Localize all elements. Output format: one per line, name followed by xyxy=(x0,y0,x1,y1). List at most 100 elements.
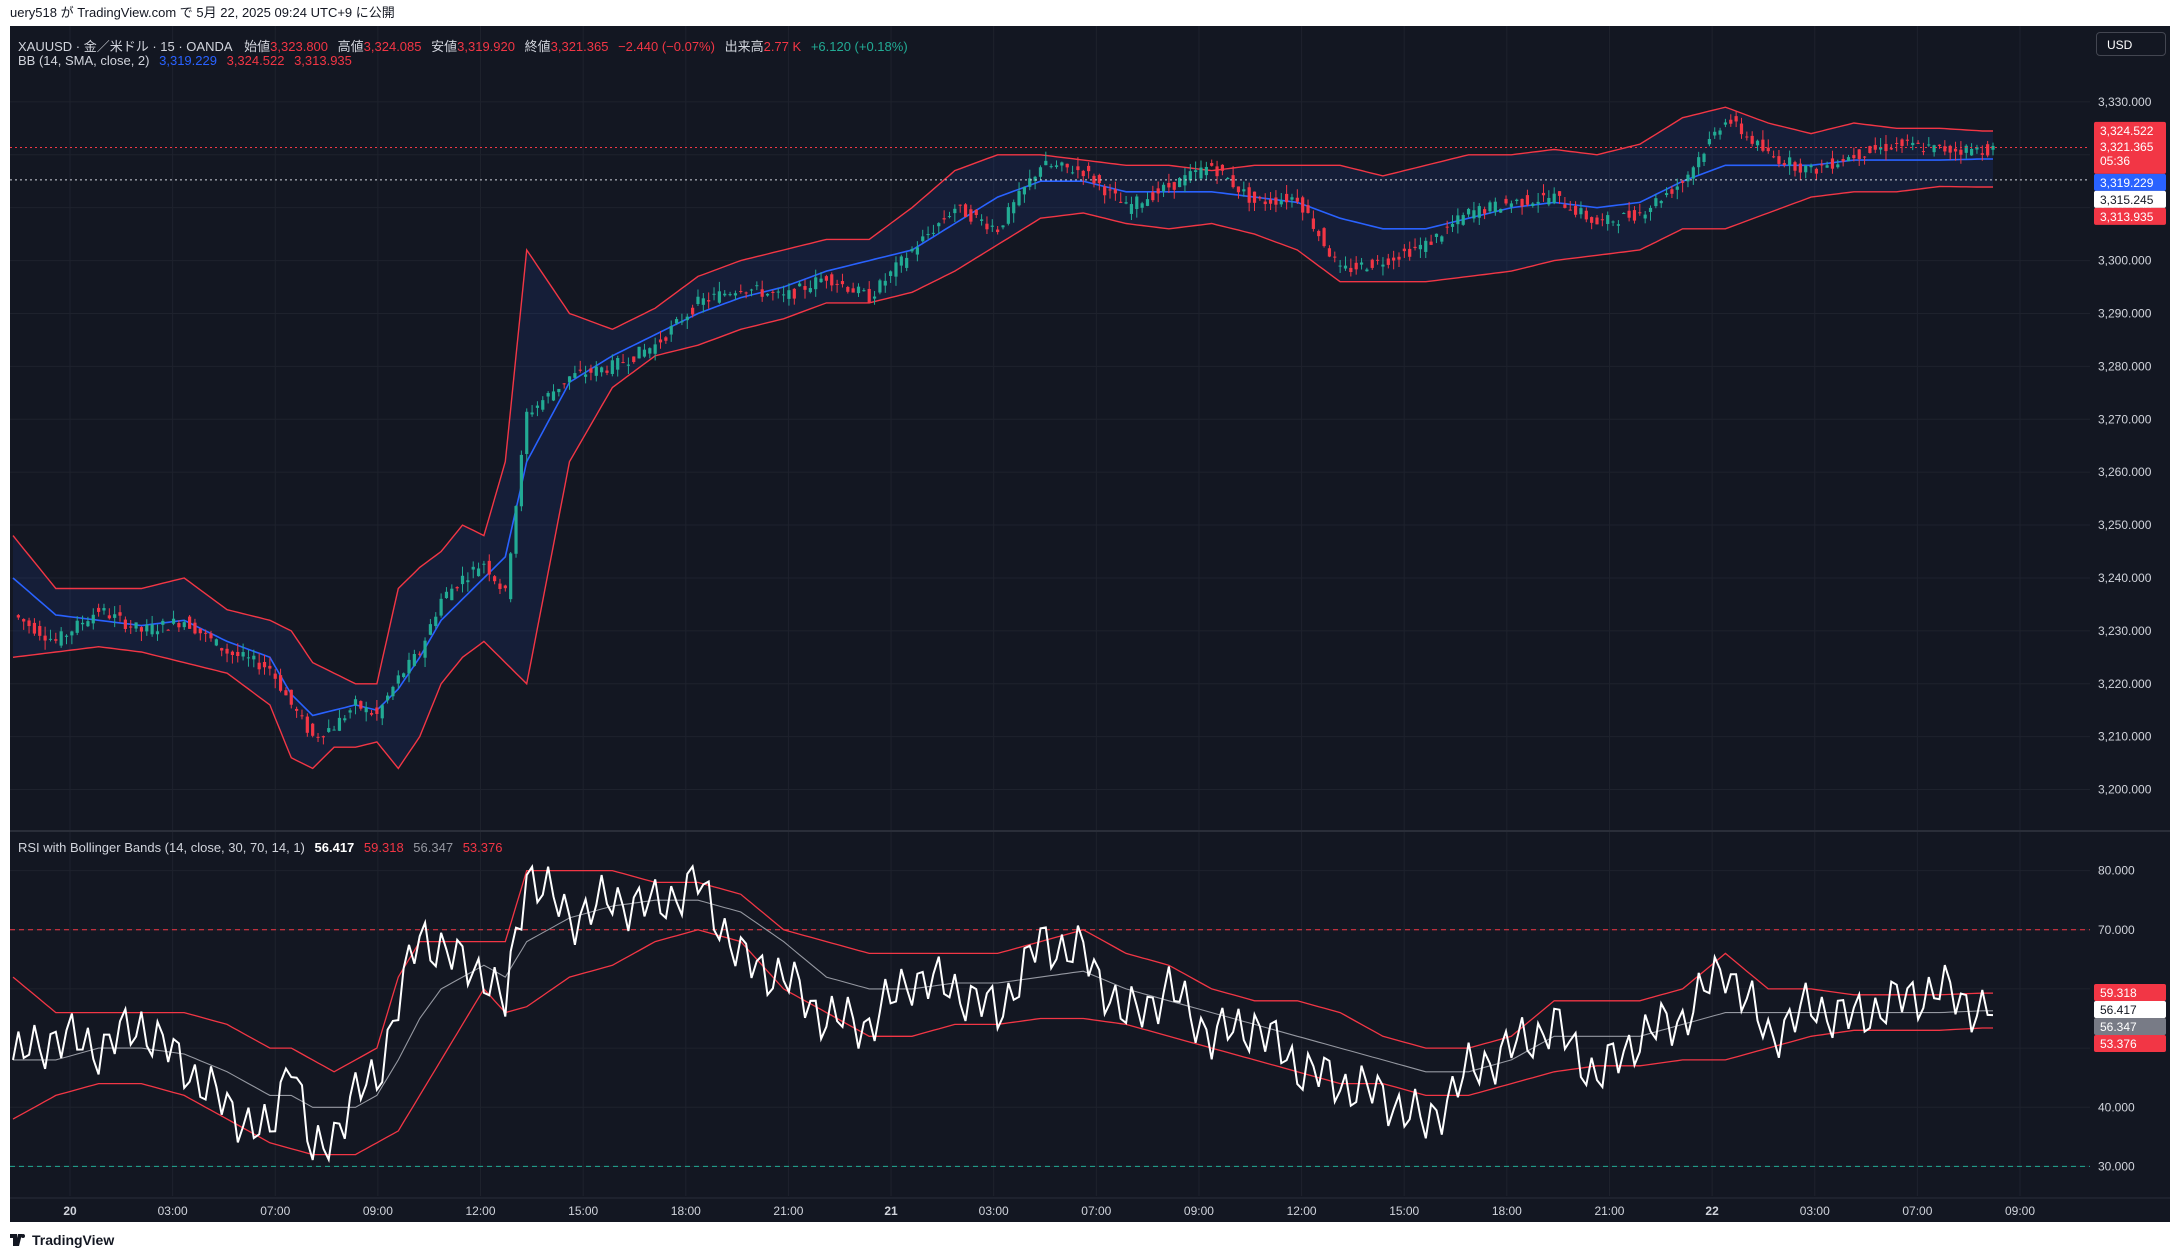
candle-body xyxy=(1349,267,1353,273)
candle-body xyxy=(1911,142,1915,146)
candle-body xyxy=(343,718,347,721)
bb-basis-line[interactable] xyxy=(12,158,1993,717)
candle-body xyxy=(1948,145,1952,153)
price-axis[interactable]: 3,330.0003,320.0003,310.0003,300.0003,29… xyxy=(2094,95,2166,797)
footer: TradingView xyxy=(0,1222,2181,1257)
candle-body xyxy=(535,405,540,408)
candle-body xyxy=(1070,172,1075,174)
rsi-pane[interactable] xyxy=(10,864,2090,1167)
candle-body xyxy=(364,707,368,713)
candle-body xyxy=(75,620,79,633)
candle-body xyxy=(1900,139,1904,146)
candle-body xyxy=(54,639,58,641)
legend-open: 3,323.800 xyxy=(270,39,329,54)
candle-body xyxy=(1788,157,1792,166)
candle-body xyxy=(369,713,374,715)
candle-body xyxy=(321,736,325,738)
candle-body xyxy=(1429,241,1433,245)
candle-body xyxy=(1499,208,1503,213)
rsi-legend[interactable]: RSI with Bollinger Bands (14, close, 30,… xyxy=(18,840,508,855)
rsi-lower-tag-bg xyxy=(2094,1034,2166,1052)
candle-body xyxy=(1991,145,1995,150)
time-axis[interactable]: 20 03:00 07:00 09:00 12:00 15:00 18:00 21:00 21 0… xyxy=(10,1197,2170,1218)
candle-body xyxy=(1568,209,1572,211)
time-tick-label: 07:00 xyxy=(260,1204,290,1218)
candle-body xyxy=(348,710,352,713)
rsi-legend-upper: 59.318 xyxy=(363,840,404,855)
countdown-tag: 05:36 xyxy=(2100,154,2130,168)
time-tick-label: 09:00 xyxy=(363,1204,393,1218)
candle-body xyxy=(653,344,657,354)
candle-body xyxy=(921,236,925,242)
candle-body xyxy=(1804,165,1808,173)
candle-body xyxy=(198,628,202,634)
candle-body xyxy=(22,619,26,622)
candle-body xyxy=(428,624,433,635)
candle-body xyxy=(48,638,53,640)
candle-body xyxy=(16,615,20,618)
candle-body xyxy=(193,622,197,634)
price-tick-label: 3,230.000 xyxy=(2098,624,2152,638)
candle-body xyxy=(883,280,887,286)
candle-body xyxy=(1311,218,1315,229)
candle-body xyxy=(1028,178,1032,187)
candle-body xyxy=(455,587,459,589)
price-tick-label: 3,290.000 xyxy=(2098,306,2152,320)
candle-body xyxy=(509,553,513,600)
candle-body xyxy=(1392,257,1396,261)
candle-body xyxy=(1461,215,1465,225)
candle-body xyxy=(872,296,877,299)
candle-body xyxy=(1365,269,1369,272)
candle-body xyxy=(1258,197,1262,199)
bb-lower-tag: 3,313.935 xyxy=(2100,210,2154,224)
candle-body xyxy=(1092,175,1096,184)
bb-basis-tag: 3,319.229 xyxy=(2100,176,2154,190)
candle-body xyxy=(851,288,855,293)
price-pane[interactable] xyxy=(10,106,2090,770)
currency-selector[interactable]: USD xyxy=(2096,32,2166,56)
rsi-axis[interactable]: 80.00070.00060.00050.00040.00030.00059.3… xyxy=(2094,864,2166,1174)
candle-body xyxy=(311,723,315,736)
candle-body xyxy=(835,283,839,285)
candle-body xyxy=(476,568,481,577)
candle-body xyxy=(1622,213,1626,215)
candle-body xyxy=(551,391,556,401)
candle-body xyxy=(86,621,90,627)
bb-upper-line[interactable] xyxy=(12,106,1993,685)
candle-body xyxy=(375,707,379,714)
candle-body xyxy=(166,629,170,631)
candle-body xyxy=(38,626,42,636)
candle-body xyxy=(1210,163,1214,166)
candle-body xyxy=(1611,221,1615,223)
candle-body xyxy=(712,293,716,295)
rsi-line[interactable] xyxy=(12,864,1994,1163)
rsi-tick-label: 70.000 xyxy=(2098,923,2135,937)
tradingview-logo[interactable]: TradingView xyxy=(10,1232,114,1248)
candle-body xyxy=(1220,164,1225,171)
candle-body xyxy=(1167,182,1171,188)
candle-body xyxy=(1879,147,1883,150)
legend-symbol[interactable]: XAUUSD · 金／米ドル · 15 · OANDA xyxy=(18,39,233,54)
chart-background xyxy=(10,26,2170,1222)
price-tick-label: 3,330.000 xyxy=(2098,95,2152,109)
legend-close-label: 終値 xyxy=(524,39,551,54)
candle-body xyxy=(1959,149,1963,155)
chart-canvas[interactable]: 3,330.0003,320.0003,310.0003,300.0003,29… xyxy=(10,26,2170,1222)
rsi-bb-basis-line[interactable] xyxy=(13,899,1993,1108)
candle-body xyxy=(1247,187,1251,203)
candle-body xyxy=(1541,192,1546,196)
bb-legend[interactable]: BB (14, SMA, close, 2) 3,319.229 3,324.5… xyxy=(18,53,358,68)
legend-high: 3,324.085 xyxy=(363,39,422,54)
candle-body xyxy=(171,618,176,624)
price-tick-label: 3,270.000 xyxy=(2098,412,2152,426)
candle-body xyxy=(1830,158,1835,169)
legend-volume: 2.77 K xyxy=(763,39,802,54)
candle-body xyxy=(626,364,631,366)
rsi-bb-upper-line[interactable] xyxy=(12,869,1993,1073)
candle-body xyxy=(1434,233,1439,237)
candle-body xyxy=(862,290,866,292)
bb-lower-line[interactable] xyxy=(12,185,1993,770)
candle-body xyxy=(1723,122,1728,125)
candle-body xyxy=(1713,131,1717,136)
rsi-bb-lower-line[interactable] xyxy=(12,929,1993,1156)
